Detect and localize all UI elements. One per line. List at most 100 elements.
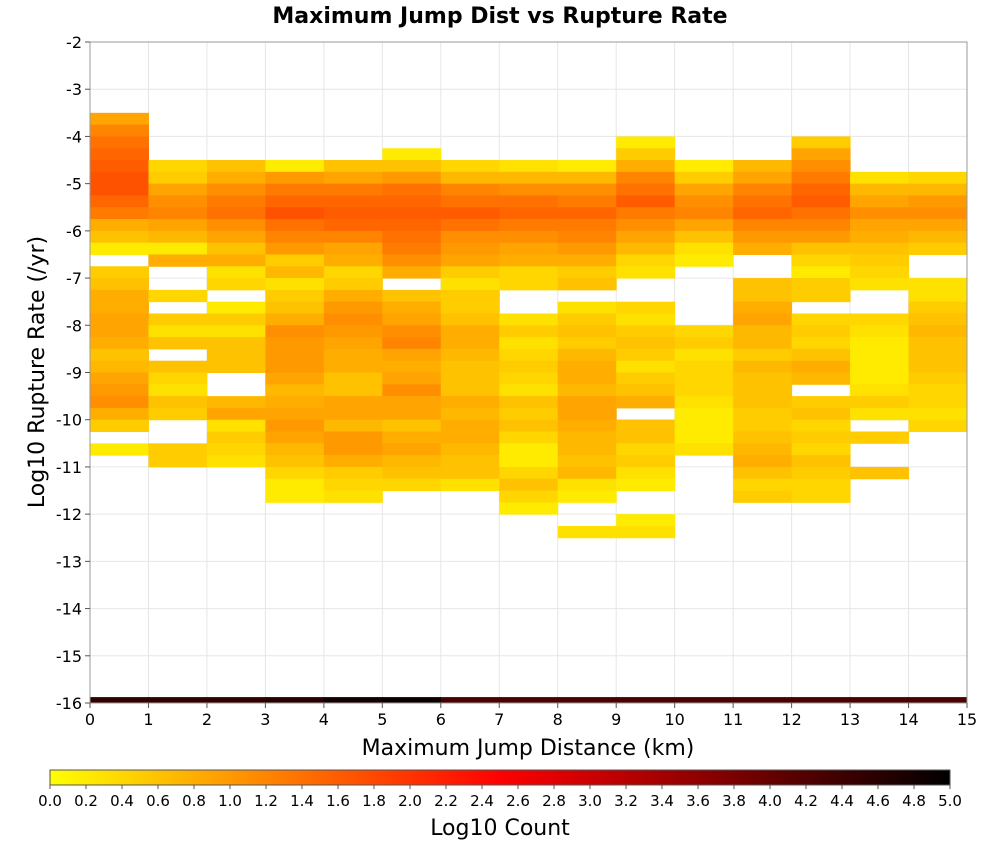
heatmap-cell xyxy=(90,301,149,314)
heatmap-cell xyxy=(323,396,383,409)
y-tick-label: -10 xyxy=(56,411,82,430)
heatmap-cell xyxy=(616,455,676,468)
heatmap-cell xyxy=(850,431,910,444)
heatmap-cell xyxy=(908,360,968,373)
heatmap-cell xyxy=(265,313,325,326)
heatmap-cell xyxy=(90,443,149,456)
heatmap-cell xyxy=(148,254,208,267)
heatmap-cell xyxy=(440,443,500,456)
heatmap-cell xyxy=(791,372,851,385)
heatmap-cell xyxy=(733,419,793,433)
heatmap-cell xyxy=(850,337,910,350)
heatmap-cell xyxy=(265,431,325,444)
heatmap-cell xyxy=(850,466,910,480)
heatmap-cell xyxy=(616,443,676,456)
heatmap-cell xyxy=(499,183,559,196)
heatmap-cell xyxy=(908,301,968,314)
heatmap-cell xyxy=(440,207,500,220)
heatmap-cell xyxy=(206,360,266,373)
heatmap-cell xyxy=(791,242,851,255)
heatmap-cell xyxy=(616,219,676,232)
heatmap-cell xyxy=(733,242,793,255)
heatmap-cell xyxy=(440,478,500,492)
heatmap-cell xyxy=(674,384,734,397)
heatmap-cell xyxy=(850,171,910,185)
x-tick-label: 11 xyxy=(723,710,743,729)
colorbar-tick-label: 4.2 xyxy=(794,792,818,810)
heatmap-cell xyxy=(616,195,676,208)
heatmap-cells xyxy=(90,112,968,703)
heatmap-cell xyxy=(499,242,559,255)
heatmap-cell xyxy=(616,525,676,539)
heatmap-cell xyxy=(850,207,910,220)
colorbar-tick-label: 1.6 xyxy=(326,792,350,810)
heatmap-cell xyxy=(791,148,851,161)
heatmap-cell xyxy=(733,431,793,444)
heatmap-cell xyxy=(90,337,149,350)
heatmap-cell xyxy=(90,278,149,291)
heatmap-cell xyxy=(90,136,149,149)
x-tick-label: 4 xyxy=(319,710,329,729)
heatmap-cell xyxy=(323,360,383,373)
heatmap-cell xyxy=(499,431,559,444)
heatmap-cell xyxy=(265,455,325,468)
heatmap-cell xyxy=(90,148,149,161)
heatmap-cell xyxy=(90,313,149,326)
heatmap-cell xyxy=(90,112,149,126)
heatmap-cell xyxy=(557,254,617,267)
heatmap-cell xyxy=(557,384,617,397)
heatmap-cell xyxy=(674,183,734,196)
heatmap-cell xyxy=(499,372,559,385)
heatmap-cell xyxy=(557,407,617,421)
y-tick-label: -4 xyxy=(66,127,82,146)
heatmap-cell xyxy=(557,183,617,196)
heatmap-cell xyxy=(265,348,325,362)
heatmap-cell xyxy=(206,219,266,232)
heatmap-cell xyxy=(90,266,149,279)
heatmap-cell xyxy=(265,230,325,244)
heatmap-cell xyxy=(323,207,383,220)
colorbar-gradient xyxy=(49,769,951,786)
heatmap-cell xyxy=(674,254,734,267)
heatmap-cell xyxy=(791,278,851,291)
heatmap-cell xyxy=(674,396,734,409)
heatmap-cell xyxy=(148,384,208,397)
chart-title: Maximum Jump Dist vs Rupture Rate xyxy=(272,4,727,29)
heatmap-cell xyxy=(323,455,383,468)
heatmap-cell xyxy=(557,219,617,232)
heatmap-cell xyxy=(908,219,968,232)
heatmap-cell xyxy=(674,360,734,373)
heatmap-cell xyxy=(323,301,383,314)
colorbar-tick-label: 4.4 xyxy=(830,792,854,810)
heatmap-cell xyxy=(265,360,325,373)
heatmap-cell xyxy=(908,278,968,291)
heatmap-cell xyxy=(382,242,442,255)
heatmap-cell xyxy=(616,396,676,409)
heatmap-cell xyxy=(733,490,793,503)
heatmap-cell xyxy=(265,372,325,385)
heatmap-cell xyxy=(206,242,266,255)
heatmap-cell xyxy=(323,171,383,185)
heatmap-cell xyxy=(323,230,383,244)
heatmap-cell xyxy=(265,242,325,255)
x-tick-label: 7 xyxy=(494,710,504,729)
heatmap-cell xyxy=(440,254,500,267)
heatmap-cell xyxy=(382,337,442,350)
heatmap-cell xyxy=(908,207,968,220)
heatmap-cell xyxy=(323,289,383,303)
heatmap-cell-bottom xyxy=(440,697,500,703)
heatmap-cell xyxy=(265,384,325,397)
heatmap-cell xyxy=(323,183,383,196)
heatmap-cell xyxy=(674,443,734,456)
heatmap-cell xyxy=(733,443,793,456)
heatmap-cell xyxy=(265,478,325,492)
colorbar-tick-label: 0.4 xyxy=(110,792,134,810)
heatmap-cell xyxy=(323,490,383,503)
heatmap-cell xyxy=(674,407,734,421)
heatmap-cell xyxy=(850,195,910,208)
heatmap-cell xyxy=(265,289,325,303)
heatmap-cell xyxy=(440,337,500,350)
heatmap-cell xyxy=(499,466,559,480)
heatmap-cell xyxy=(265,466,325,480)
heatmap-cell xyxy=(908,230,968,244)
